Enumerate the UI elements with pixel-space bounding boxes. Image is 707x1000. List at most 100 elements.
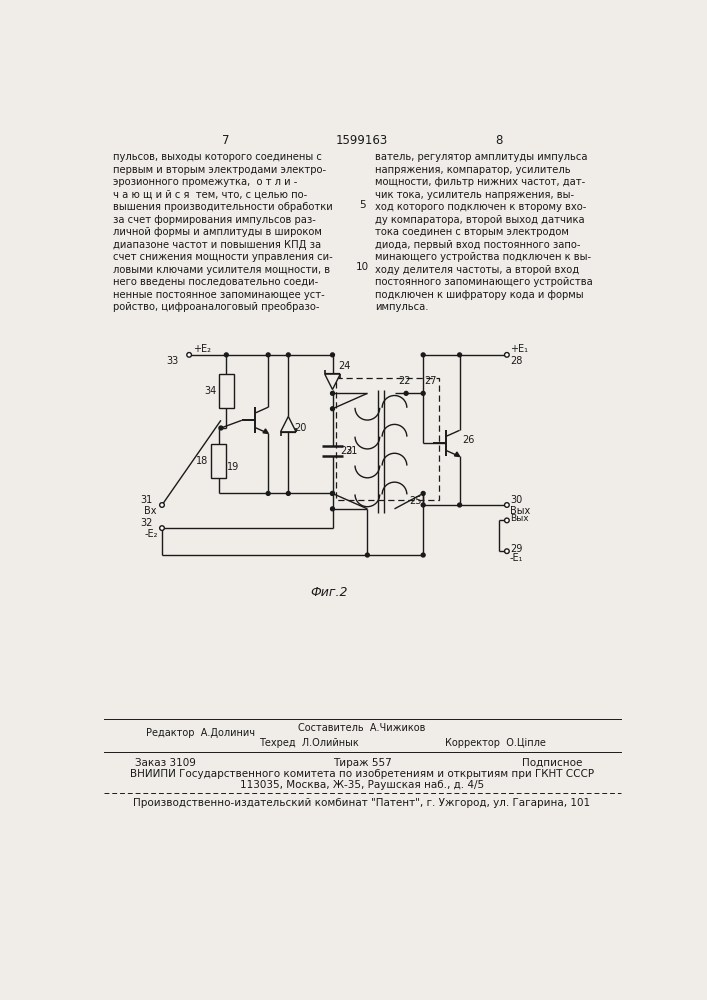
- Text: 34: 34: [204, 386, 216, 396]
- Circle shape: [457, 353, 462, 357]
- Text: Фиг.2: Фиг.2: [310, 586, 347, 599]
- Text: 29: 29: [510, 544, 522, 554]
- Text: 28: 28: [510, 356, 522, 366]
- Circle shape: [421, 391, 425, 395]
- Polygon shape: [263, 429, 268, 433]
- Text: 32: 32: [140, 518, 153, 528]
- Circle shape: [505, 549, 509, 554]
- Circle shape: [187, 353, 192, 357]
- Text: ч а ю щ и й с я  тем, что, с целью по-: ч а ю щ и й с я тем, что, с целью по-: [113, 190, 308, 200]
- Text: импульса.: импульса.: [375, 302, 428, 312]
- Text: 19: 19: [227, 462, 240, 472]
- Circle shape: [331, 353, 334, 357]
- Circle shape: [160, 503, 164, 507]
- Circle shape: [160, 526, 164, 530]
- Text: 33: 33: [166, 356, 178, 366]
- Text: ловыми ключами усилителя мощности, в: ловыми ключами усилителя мощности, в: [113, 265, 330, 275]
- Text: 22: 22: [398, 376, 411, 386]
- Text: Тираж 557: Тираж 557: [332, 758, 392, 768]
- Circle shape: [505, 518, 509, 523]
- Bar: [337, 378, 438, 500]
- Circle shape: [505, 353, 509, 357]
- Polygon shape: [455, 452, 460, 456]
- Text: Редактор  А.Долинич: Редактор А.Долинич: [146, 728, 255, 738]
- Text: чик тока, усилитель напряжения, вы-: чик тока, усилитель напряжения, вы-: [375, 190, 574, 200]
- Text: личной формы и амплитуды в широком: личной формы и амплитуды в широком: [113, 227, 322, 237]
- Text: эрозионного промежутка,  о т л и -: эрозионного промежутка, о т л и -: [113, 177, 298, 187]
- Text: Вых: Вых: [510, 506, 530, 516]
- Circle shape: [331, 507, 334, 511]
- Circle shape: [421, 553, 425, 557]
- Circle shape: [457, 503, 462, 507]
- Text: 21: 21: [346, 446, 358, 456]
- Text: вышения производительности обработки: вышения производительности обработки: [113, 202, 333, 212]
- Text: ду компаратора, второй выход датчика: ду компаратора, второй выход датчика: [375, 215, 585, 225]
- Circle shape: [286, 492, 291, 495]
- Circle shape: [505, 503, 509, 507]
- Text: подключен к шифратору кода и формы: подключен к шифратору кода и формы: [375, 290, 584, 300]
- Text: +E₁: +E₁: [510, 344, 528, 354]
- Text: первым и вторым электродами электро-: первым и вторым электродами электро-: [113, 165, 327, 175]
- Text: ройство, цифроаналоговый преобразо-: ройство, цифроаналоговый преобразо-: [113, 302, 320, 312]
- Text: 7: 7: [222, 134, 229, 147]
- Text: Заказ 3109: Заказ 3109: [135, 758, 196, 768]
- Circle shape: [331, 391, 334, 395]
- Circle shape: [404, 391, 408, 395]
- Text: тока соединен с вторым электродом: тока соединен с вторым электродом: [375, 227, 569, 237]
- Text: +E₂: +E₂: [193, 344, 211, 354]
- Text: 10: 10: [356, 262, 369, 272]
- Circle shape: [267, 353, 270, 357]
- Text: ходу делителя частоты, а второй вход: ходу делителя частоты, а второй вход: [375, 265, 579, 275]
- Circle shape: [421, 492, 425, 495]
- Circle shape: [331, 492, 334, 495]
- Text: за счет формирования импульсов раз-: за счет формирования импульсов раз-: [113, 215, 316, 225]
- Text: ватель, регулятор амплитуды импульса: ватель, регулятор амплитуды импульса: [375, 152, 588, 162]
- Text: 5: 5: [359, 200, 366, 210]
- Text: 113035, Москва, Ж-35, Раушская наб., д. 4/5: 113035, Москва, Ж-35, Раушская наб., д. …: [240, 780, 484, 790]
- Text: -E₂: -E₂: [145, 529, 158, 539]
- Text: диапазоне частот и повышения КПД за: диапазоне частот и повышения КПД за: [113, 240, 321, 250]
- Text: Вых: Вых: [510, 514, 529, 523]
- Text: Производственно-издательский комбинат "Патент", г. Ужгород, ул. Гагарина, 101: Производственно-издательский комбинат "П…: [134, 798, 590, 808]
- Circle shape: [267, 492, 270, 495]
- Text: 23: 23: [340, 446, 353, 456]
- Text: 8: 8: [496, 134, 503, 147]
- Text: 27: 27: [425, 376, 437, 386]
- Circle shape: [286, 353, 291, 357]
- Circle shape: [366, 553, 369, 557]
- Text: 1599163: 1599163: [336, 134, 388, 147]
- Text: -E₁: -E₁: [510, 553, 523, 563]
- Text: 18: 18: [197, 456, 209, 466]
- Text: ненные постоянное запоминающее уст-: ненные постоянное запоминающее уст-: [113, 290, 325, 300]
- Text: Подписное: Подписное: [522, 758, 583, 768]
- Circle shape: [421, 503, 425, 507]
- Text: напряжения, компаратор, усилитель: напряжения, компаратор, усилитель: [375, 165, 571, 175]
- Text: 26: 26: [462, 435, 474, 445]
- Text: счет снижения мощности управления си-: счет снижения мощности управления си-: [113, 252, 333, 262]
- Circle shape: [331, 407, 334, 411]
- Polygon shape: [281, 416, 296, 432]
- Text: 24: 24: [339, 361, 351, 371]
- Text: 20: 20: [295, 423, 307, 433]
- Circle shape: [331, 492, 334, 495]
- Text: диода, первый вход постоянного запо-: диода, первый вход постоянного запо-: [375, 240, 580, 250]
- Text: минающего устройства подключен к вы-: минающего устройства подключен к вы-: [375, 252, 591, 262]
- Bar: [211, 444, 226, 478]
- Text: него введены последовательно соеди-: него введены последовательно соеди-: [113, 277, 318, 287]
- Text: 25: 25: [409, 496, 421, 506]
- Text: Техред  Л.Олийнык: Техред Л.Олийнык: [259, 738, 358, 748]
- Polygon shape: [325, 374, 340, 389]
- Text: Вх: Вх: [144, 506, 156, 516]
- Text: 30: 30: [510, 495, 522, 505]
- Circle shape: [421, 353, 425, 357]
- Text: Корректор  О.Цiпле: Корректор О.Цiпле: [445, 738, 546, 748]
- Bar: [218, 374, 234, 408]
- Text: Составитель  А.Чижиков: Составитель А.Чижиков: [298, 723, 426, 733]
- Circle shape: [219, 426, 223, 430]
- Circle shape: [224, 353, 228, 357]
- Text: 31: 31: [141, 495, 153, 505]
- Text: мощности, фильтр нижних частот, дат-: мощности, фильтр нижних частот, дат-: [375, 177, 585, 187]
- Text: пульсов, выходы которого соединены с: пульсов, выходы которого соединены с: [113, 152, 322, 162]
- Text: постоянного запоминающего устройства: постоянного запоминающего устройства: [375, 277, 593, 287]
- Text: ВНИИПИ Государственного комитета по изобретениям и открытиям при ГКНТ СССР: ВНИИПИ Государственного комитета по изоб…: [130, 769, 594, 779]
